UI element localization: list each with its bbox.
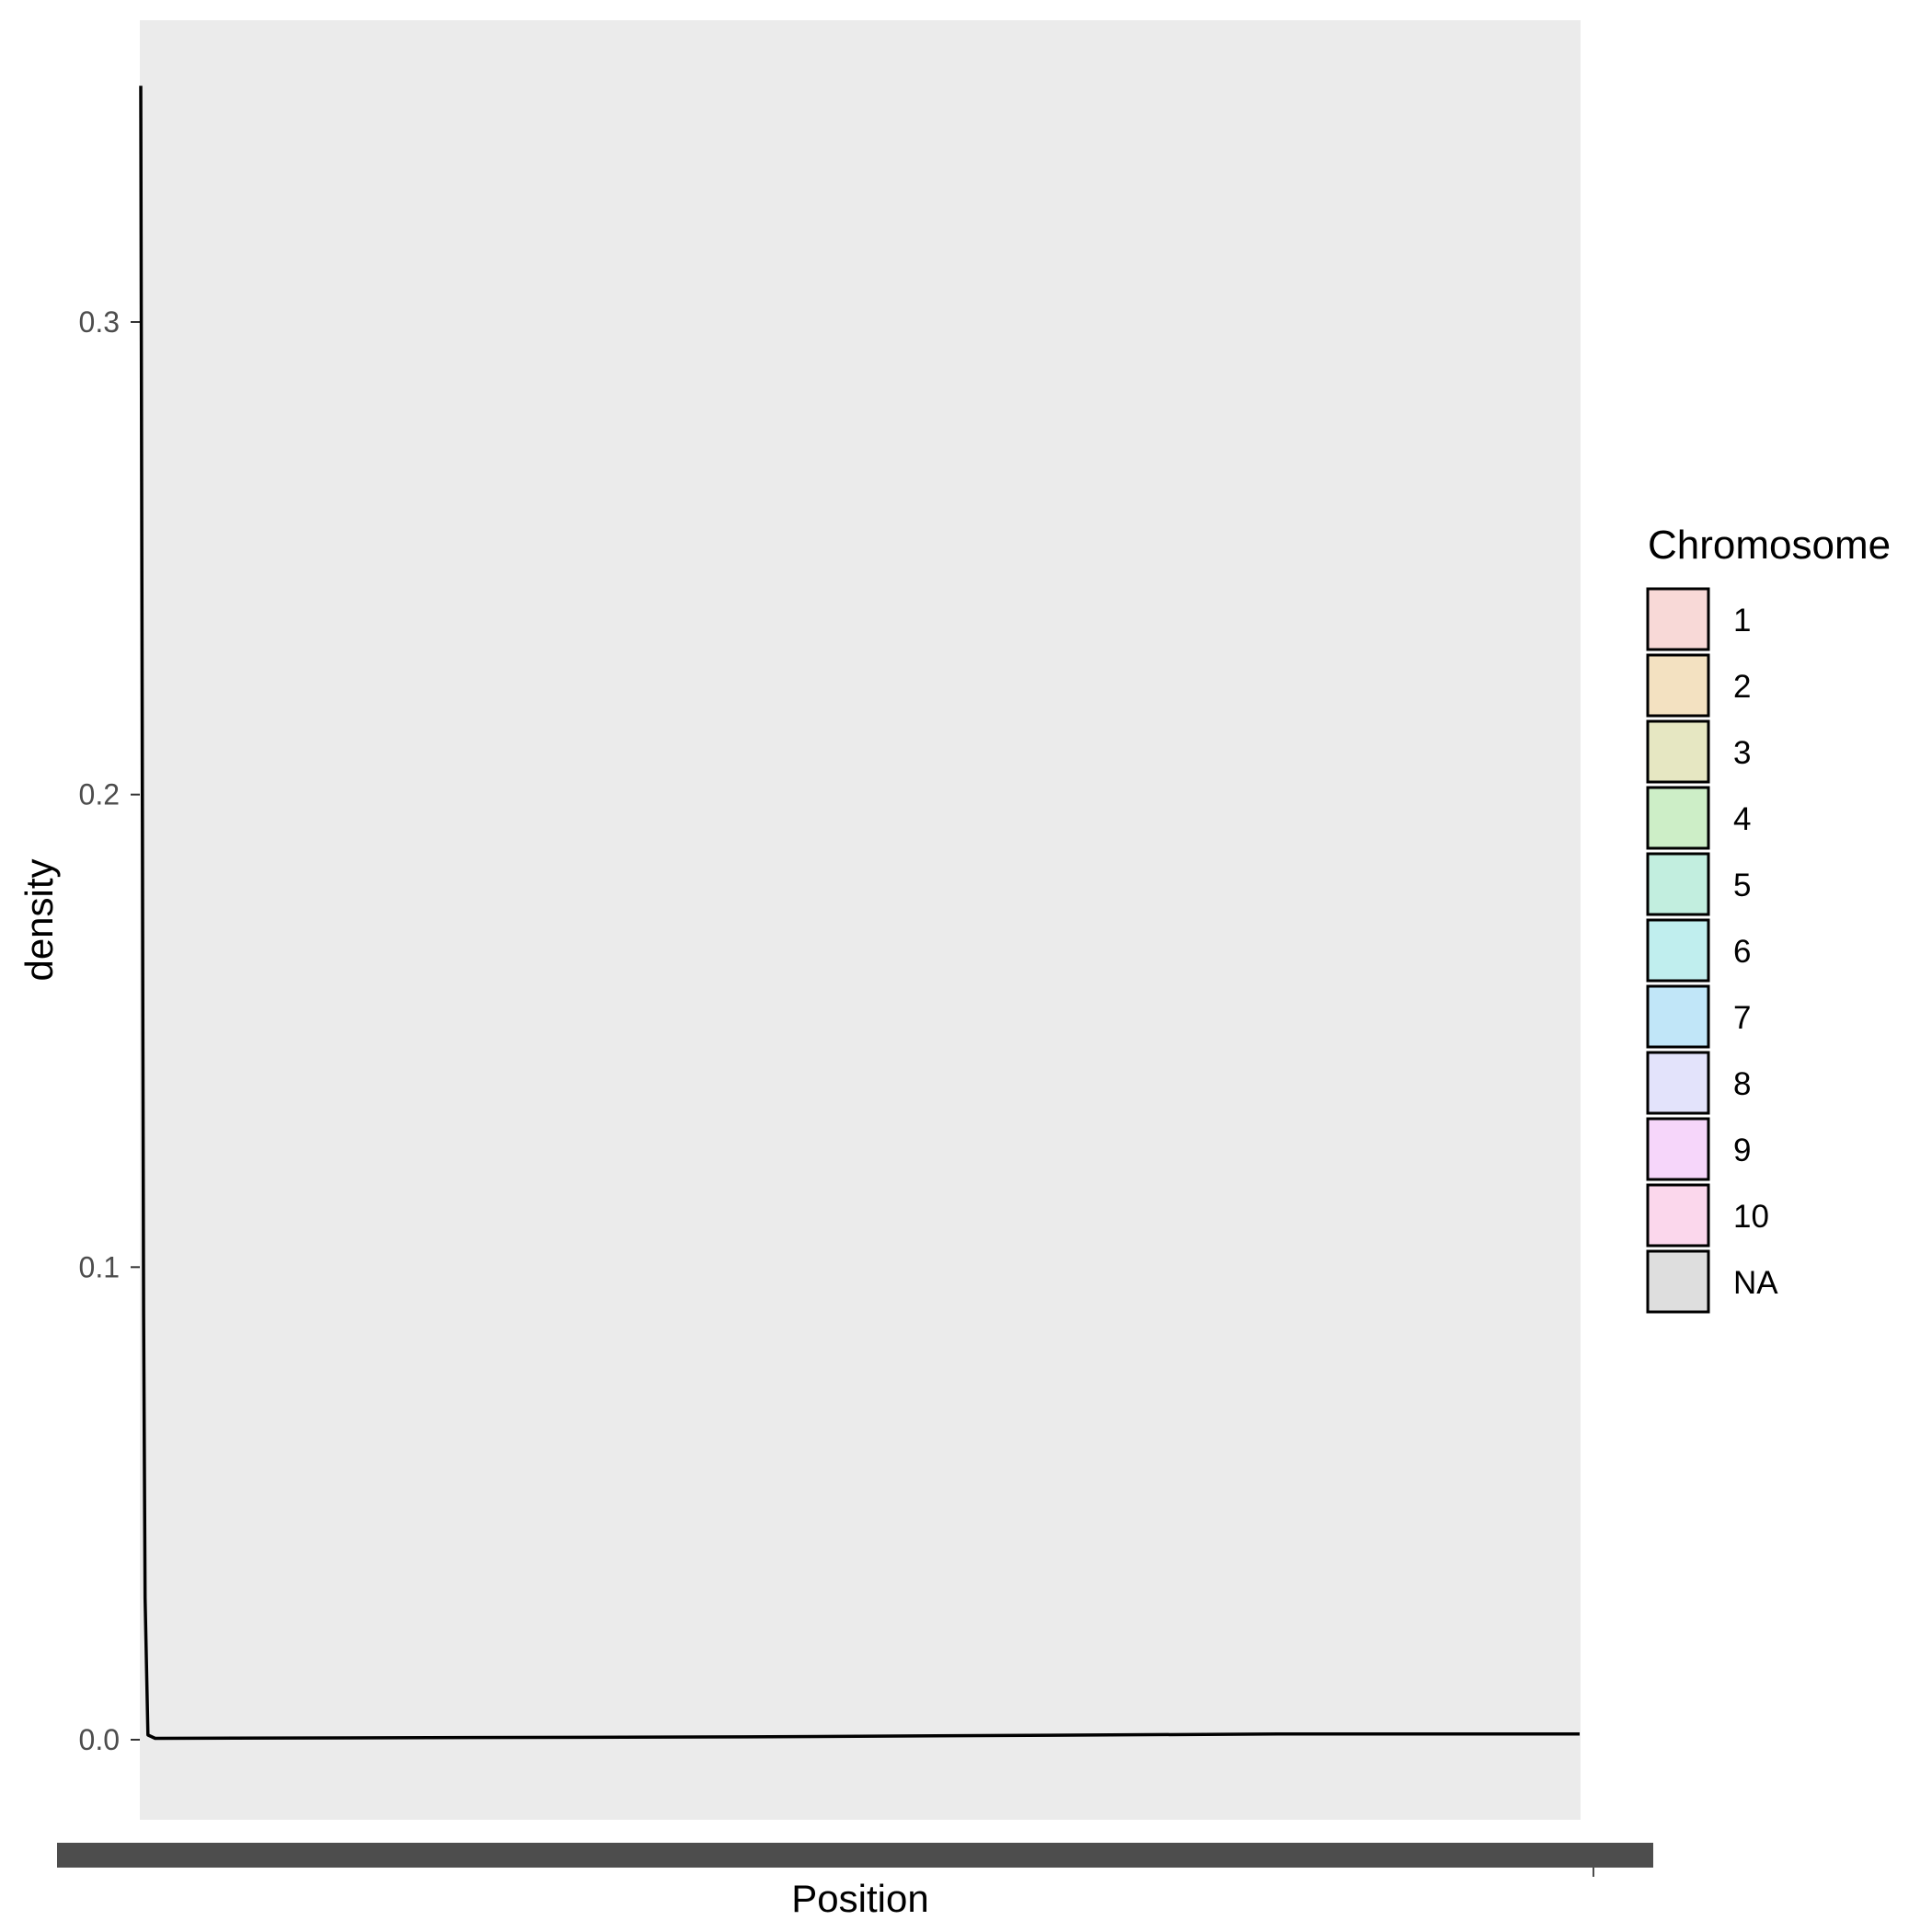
y-tick-label: 0.3 bbox=[79, 305, 120, 339]
legend-key-10 bbox=[1646, 1183, 1710, 1248]
legend-key-3 bbox=[1646, 719, 1710, 784]
x-tick-labels-overplotted bbox=[57, 1843, 1653, 1868]
x-axis-title: Position bbox=[791, 1877, 928, 1920]
y-tick-label: 0.2 bbox=[79, 778, 120, 811]
legend-key-5 bbox=[1646, 852, 1710, 916]
y-tick-label: 0.0 bbox=[79, 1723, 120, 1756]
legend-key-4 bbox=[1646, 786, 1710, 850]
legend-key-7 bbox=[1646, 984, 1710, 1049]
y-tick-label: 0.1 bbox=[79, 1250, 120, 1283]
legend-key-9 bbox=[1646, 1117, 1710, 1181]
y-axis-title: density bbox=[17, 858, 61, 981]
density-series bbox=[139, 86, 1580, 1741]
legend-label: NA bbox=[1733, 1265, 1778, 1301]
legend-label: 2 bbox=[1733, 669, 1751, 705]
legend-key-6 bbox=[1646, 918, 1710, 983]
legend: Chromosome 1 2 3 4 5 6 7 8 9 10 NA bbox=[1646, 523, 1891, 1314]
legend-label: 1 bbox=[1733, 603, 1751, 638]
plot-panel bbox=[140, 20, 1581, 1820]
legend-label: 3 bbox=[1733, 735, 1751, 771]
legend-label: 5 bbox=[1733, 868, 1751, 903]
legend-label: 7 bbox=[1733, 1000, 1751, 1036]
legend-key-8 bbox=[1646, 1051, 1710, 1115]
legend-label: 9 bbox=[1733, 1133, 1751, 1168]
legend-key-1 bbox=[1646, 587, 1710, 651]
legend-label: 4 bbox=[1733, 801, 1751, 837]
legend-title: Chromosome bbox=[1648, 523, 1891, 568]
x-tick-label-band bbox=[57, 1843, 1653, 1877]
density-line bbox=[139, 86, 1580, 1741]
legend-label: 6 bbox=[1733, 934, 1751, 970]
legend-label: 10 bbox=[1733, 1199, 1769, 1235]
legend-key-2 bbox=[1646, 653, 1710, 718]
legend-key-na bbox=[1646, 1249, 1710, 1314]
y-axis-ticks: 0.0 0.1 0.2 0.3 bbox=[79, 305, 140, 1756]
legend-label: 8 bbox=[1733, 1066, 1751, 1102]
